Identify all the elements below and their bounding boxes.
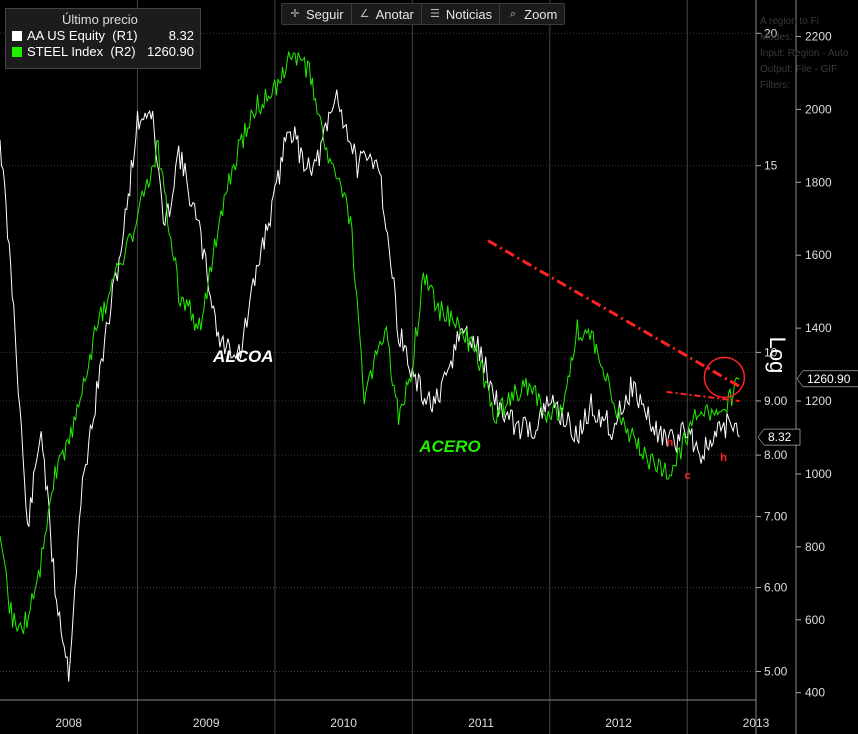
ghost-line: Output: File - GIF <box>760 64 838 75</box>
legend-swatch-aa <box>12 31 22 41</box>
legend-value-steel: 1260.90 <box>147 44 194 59</box>
pencil-icon: ∠ <box>359 8 370 20</box>
chart-toolbar: ✛ Seguir ∠ Anotar ☰ Noticias ⌕ Zoom <box>281 3 566 25</box>
annotation-alcoa: ALCOA <box>212 347 273 366</box>
news-label: Noticias <box>445 6 493 22</box>
legend-name-steel: STEEL Index (R2) <box>27 44 136 59</box>
steel-last-tag-label: 1260.90 <box>807 372 851 386</box>
r1-tick-label: 20 <box>764 26 778 40</box>
news-button[interactable]: ☰ Noticias <box>422 4 501 24</box>
r2-tick-label: 1000 <box>805 467 832 481</box>
legend-name-aa: AA US Equity (R1) <box>27 28 138 43</box>
magnifier-icon: ⌕ <box>510 8 517 20</box>
ghost-line: Input: Region - Auto <box>760 48 849 59</box>
r2-tick-label: 2000 <box>805 102 832 116</box>
r1-tick-label: 15 <box>764 159 778 173</box>
annotation-layer: ALCOA ACERO h c h <box>212 239 746 482</box>
ghost-line: A region to Fi <box>760 16 819 27</box>
annotation-acero: ACERO <box>418 437 480 456</box>
x-tick-label: 2010 <box>330 716 357 730</box>
zoom-button[interactable]: ⌕ Zoom <box>500 4 564 24</box>
r1-tick-label: 8.00 <box>764 448 788 462</box>
r2-tick-label: 1600 <box>805 248 832 262</box>
legend-entry-aa[interactable]: AA US Equity (R1) 8.32 <box>6 28 200 44</box>
r2-tick-label: 800 <box>805 540 825 554</box>
series-line-steel <box>0 51 740 635</box>
r2-tick-label: 400 <box>805 686 825 700</box>
r2-tick-label: 2200 <box>805 29 832 43</box>
grid <box>0 0 756 734</box>
series-layer <box>0 51 740 682</box>
region-tool-ghost: A region to Fi Modes: Input: Region - Au… <box>760 14 858 94</box>
zoom-label: Zoom <box>524 6 558 22</box>
log-axis-label: Log <box>765 337 790 374</box>
r1-tick-label: 7.00 <box>764 510 788 524</box>
x-tick-label: 2011 <box>468 716 494 730</box>
follow-label: Seguir <box>306 6 344 22</box>
trend-line-down <box>487 239 741 388</box>
steel-last-tag <box>796 370 858 388</box>
annotate-label: Anotar <box>375 6 414 22</box>
annotation-c: c <box>685 470 691 482</box>
r2-tick-label: 1400 <box>805 321 832 335</box>
aa-last-tag <box>757 428 801 446</box>
r2-tick-label: 1800 <box>805 175 832 189</box>
x-tick-label: 2009 <box>193 716 220 730</box>
series-line-aa <box>0 89 740 682</box>
r1-tick-label: 5.00 <box>764 665 788 679</box>
annotate-button[interactable]: ∠ Anotar <box>352 4 422 24</box>
follow-button[interactable]: ✛ Seguir <box>282 4 352 24</box>
aa-last-tag-label: 8.32 <box>768 430 792 444</box>
r2-tick-label: 1200 <box>805 394 832 408</box>
legend-value-aa: 8.32 <box>168 28 194 43</box>
ghost-line: Filters: <box>760 80 790 91</box>
annotation-h: h <box>667 437 674 449</box>
r2-tick-label: 600 <box>805 613 825 627</box>
x-tick-label: 2013 <box>743 716 770 730</box>
news-icon: ☰ <box>429 8 440 20</box>
axis-panel <box>757 0 858 734</box>
legend-swatch-steel <box>12 47 22 57</box>
annotation-h: h <box>720 452 727 464</box>
legend-title: Último precio <box>62 12 138 27</box>
r1-tick-label: 10 <box>764 345 778 359</box>
x-tick-label: 2008 <box>55 716 82 730</box>
neckline <box>666 390 740 403</box>
crosshair-icon: ✛ <box>290 8 300 20</box>
legend: Último precio AA US Equity (R1) 8.32 STE… <box>5 8 201 69</box>
r1-tick-label: 9.00 <box>764 394 788 408</box>
legend-entry-steel[interactable]: STEEL Index (R2) 1260.90 <box>6 44 200 60</box>
ghost-line: Modes: <box>760 32 793 43</box>
breakout-circle <box>703 356 746 399</box>
r1-tick-label: 6.00 <box>764 581 788 595</box>
x-tick-label: 2012 <box>605 716 632 730</box>
